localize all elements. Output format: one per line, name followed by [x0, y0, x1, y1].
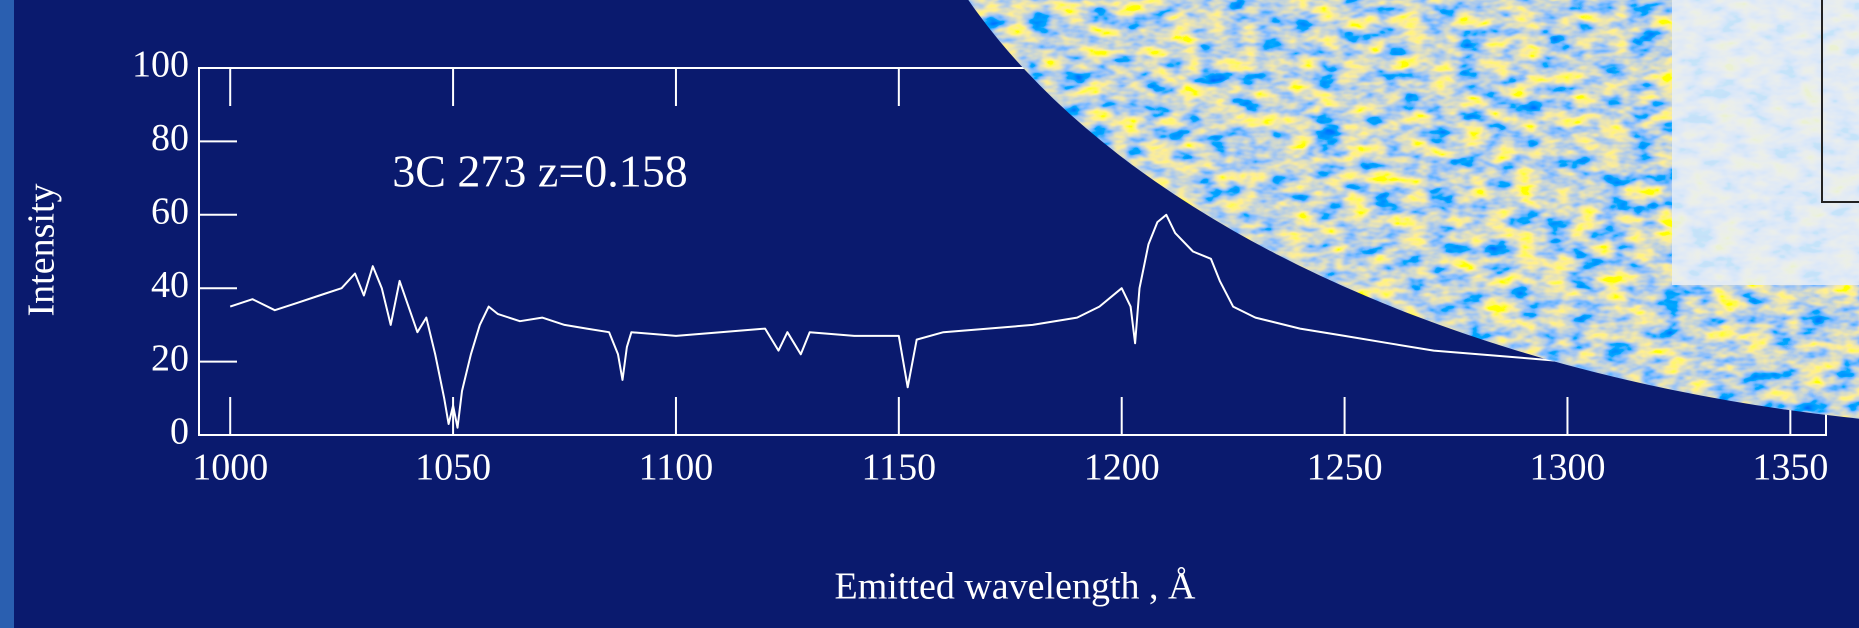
- annotation: 3C 273 z=0.158: [392, 146, 688, 197]
- x-tick-label: 1250: [1307, 447, 1383, 489]
- x-tick-label: 1200: [1084, 447, 1160, 489]
- cmb-map-overlay: [968, 0, 1859, 419]
- x-tick-label: 1100: [639, 447, 714, 489]
- x-tick-label: 1000: [192, 447, 268, 489]
- y-axis-label: Intensity: [21, 184, 63, 317]
- x-tick-label: 1150: [862, 447, 937, 489]
- y-tick-label: 80: [151, 117, 189, 159]
- spectrum-line: [229, 213, 1791, 429]
- y-tick-label: 60: [151, 191, 189, 233]
- plot-area: 1000 1050 1100 1150 1200 1250 1300 1350 0 20 40 60 8…: [132, 44, 1828, 489]
- y-tick-label: 0: [170, 411, 189, 453]
- y-tick-label: 20: [151, 337, 189, 379]
- y-tick-label: 40: [151, 264, 189, 306]
- x-axis-label: Emitted wavelength , Å: [835, 566, 1196, 608]
- inset-frame: [1821, 0, 1859, 203]
- x-tick-label: 1050: [415, 447, 491, 489]
- left-border: [0, 0, 14, 628]
- x-tick-label: 1350: [1752, 447, 1828, 489]
- y-tick-label: 100: [132, 44, 189, 86]
- x-tick-label: 1300: [1529, 447, 1605, 489]
- inset-panel: [1672, 0, 1859, 285]
